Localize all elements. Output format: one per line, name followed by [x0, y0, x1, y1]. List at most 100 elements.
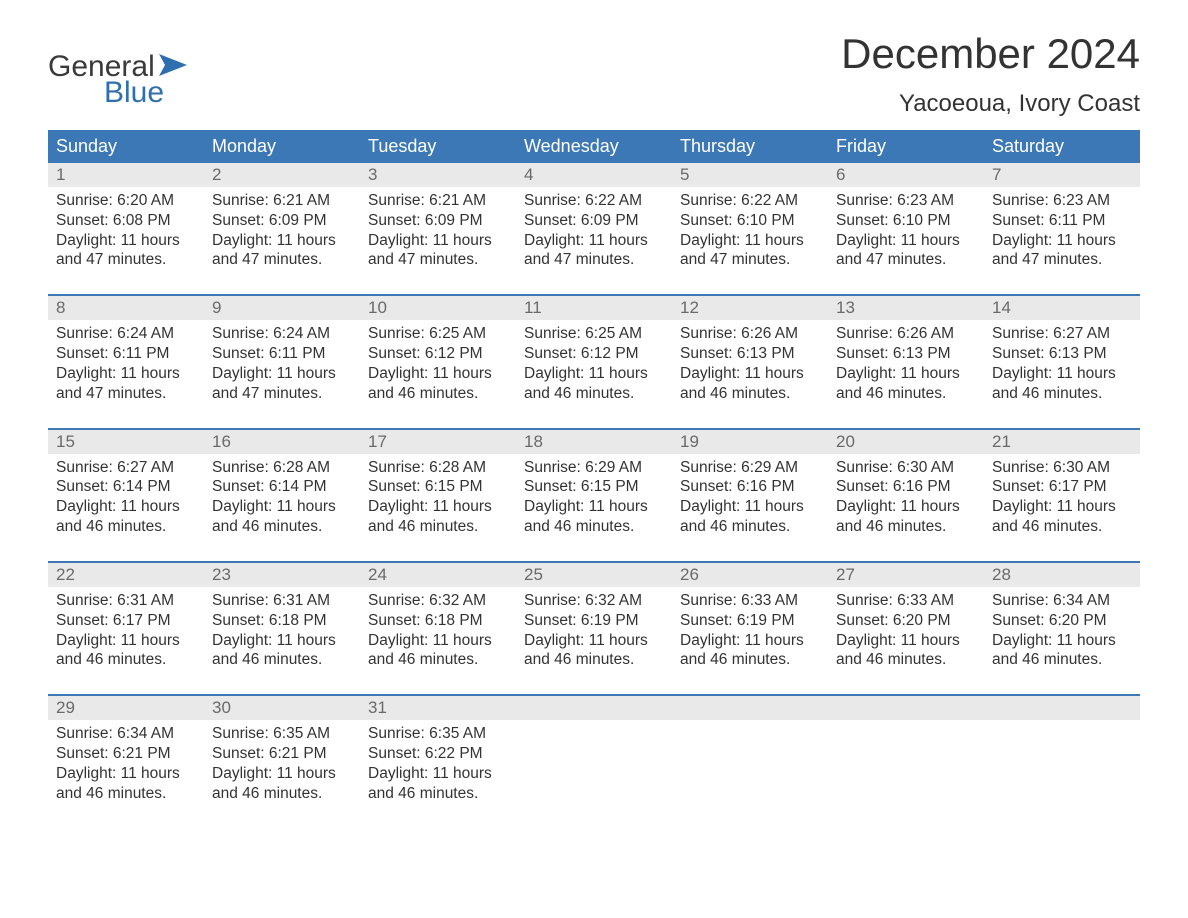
sunrise-line: Sunrise: 6:34 AM: [56, 724, 196, 744]
sunset-line: Sunset: 6:09 PM: [368, 211, 508, 231]
sunrise-line: Sunrise: 6:29 AM: [680, 458, 820, 478]
daynum-row: 1234567: [48, 163, 1140, 187]
day-cell: Sunrise: 6:29 AMSunset: 6:15 PMDaylight:…: [516, 454, 672, 561]
day-number: 27: [828, 563, 984, 587]
day-number: 25: [516, 563, 672, 587]
day-cell: Sunrise: 6:26 AMSunset: 6:13 PMDaylight:…: [828, 320, 984, 427]
day-number: 7: [984, 163, 1140, 187]
day-number: 4: [516, 163, 672, 187]
sunset-line: Sunset: 6:17 PM: [56, 611, 196, 631]
day-number: 5: [672, 163, 828, 187]
sunrise-line: Sunrise: 6:33 AM: [836, 591, 976, 611]
day-cell: Sunrise: 6:26 AMSunset: 6:13 PMDaylight:…: [672, 320, 828, 427]
daynum-row: 15161718192021: [48, 430, 1140, 454]
sunrise-line: Sunrise: 6:33 AM: [680, 591, 820, 611]
day-number: 2: [204, 163, 360, 187]
sunrise-line: Sunrise: 6:26 AM: [836, 324, 976, 344]
day-number: [672, 696, 828, 720]
sunrise-line: Sunrise: 6:25 AM: [368, 324, 508, 344]
daylight-line: Daylight: 11 hours and 46 minutes.: [992, 497, 1132, 537]
sunrise-line: Sunrise: 6:24 AM: [56, 324, 196, 344]
daylight-line: Daylight: 11 hours and 46 minutes.: [56, 764, 196, 804]
day-number: 13: [828, 296, 984, 320]
daylight-line: Daylight: 11 hours and 46 minutes.: [212, 497, 352, 537]
day-number: 10: [360, 296, 516, 320]
day-header-fri: Friday: [828, 130, 984, 163]
week-row: 891011121314Sunrise: 6:24 AMSunset: 6:11…: [48, 294, 1140, 427]
daylight-line: Daylight: 11 hours and 46 minutes.: [836, 631, 976, 671]
day-number: 19: [672, 430, 828, 454]
sunrise-line: Sunrise: 6:26 AM: [680, 324, 820, 344]
sunset-line: Sunset: 6:19 PM: [524, 611, 664, 631]
sunrise-line: Sunrise: 6:21 AM: [368, 191, 508, 211]
day-number: 28: [984, 563, 1140, 587]
day-number: 17: [360, 430, 516, 454]
day-header-sun: Sunday: [48, 130, 204, 163]
week-row: 1234567Sunrise: 6:20 AMSunset: 6:08 PMDa…: [48, 163, 1140, 294]
sunrise-line: Sunrise: 6:30 AM: [836, 458, 976, 478]
daynum-row: 22232425262728: [48, 563, 1140, 587]
daylight-line: Daylight: 11 hours and 47 minutes.: [56, 364, 196, 404]
sunset-line: Sunset: 6:20 PM: [992, 611, 1132, 631]
daylight-line: Daylight: 11 hours and 46 minutes.: [836, 364, 976, 404]
sunset-line: Sunset: 6:21 PM: [56, 744, 196, 764]
day-cell: Sunrise: 6:23 AMSunset: 6:10 PMDaylight:…: [828, 187, 984, 294]
daylight-line: Daylight: 11 hours and 47 minutes.: [680, 231, 820, 271]
day-number: 1: [48, 163, 204, 187]
day-cell: [516, 720, 672, 827]
daylight-line: Daylight: 11 hours and 46 minutes.: [212, 764, 352, 804]
day-number: 11: [516, 296, 672, 320]
day-cell: Sunrise: 6:22 AMSunset: 6:10 PMDaylight:…: [672, 187, 828, 294]
day-number: 22: [48, 563, 204, 587]
day-cell: Sunrise: 6:23 AMSunset: 6:11 PMDaylight:…: [984, 187, 1140, 294]
daynum-row: 891011121314: [48, 296, 1140, 320]
day-number: 14: [984, 296, 1140, 320]
day-number: [984, 696, 1140, 720]
sunrise-line: Sunrise: 6:27 AM: [56, 458, 196, 478]
sunset-line: Sunset: 6:14 PM: [212, 477, 352, 497]
day-cell: Sunrise: 6:34 AMSunset: 6:21 PMDaylight:…: [48, 720, 204, 827]
daylight-line: Daylight: 11 hours and 46 minutes.: [992, 631, 1132, 671]
sunrise-line: Sunrise: 6:21 AM: [212, 191, 352, 211]
daylight-line: Daylight: 11 hours and 46 minutes.: [992, 364, 1132, 404]
sunrise-line: Sunrise: 6:29 AM: [524, 458, 664, 478]
day-cell: Sunrise: 6:27 AMSunset: 6:13 PMDaylight:…: [984, 320, 1140, 427]
sunset-line: Sunset: 6:08 PM: [56, 211, 196, 231]
day-cell: Sunrise: 6:31 AMSunset: 6:17 PMDaylight:…: [48, 587, 204, 694]
sunrise-line: Sunrise: 6:23 AM: [836, 191, 976, 211]
day-cell: Sunrise: 6:21 AMSunset: 6:09 PMDaylight:…: [204, 187, 360, 294]
sunset-line: Sunset: 6:15 PM: [524, 477, 664, 497]
sunrise-line: Sunrise: 6:22 AM: [680, 191, 820, 211]
sunset-line: Sunset: 6:10 PM: [680, 211, 820, 231]
daylight-line: Daylight: 11 hours and 46 minutes.: [524, 364, 664, 404]
day-header-mon: Monday: [204, 130, 360, 163]
week-row: 22232425262728Sunrise: 6:31 AMSunset: 6:…: [48, 561, 1140, 694]
sunset-line: Sunset: 6:09 PM: [524, 211, 664, 231]
calendar: Sunday Monday Tuesday Wednesday Thursday…: [48, 130, 1140, 828]
sunrise-line: Sunrise: 6:23 AM: [992, 191, 1132, 211]
day-number: 8: [48, 296, 204, 320]
day-cell: Sunrise: 6:25 AMSunset: 6:12 PMDaylight:…: [360, 320, 516, 427]
day-number: [828, 696, 984, 720]
sunrise-line: Sunrise: 6:32 AM: [524, 591, 664, 611]
day-cell: [984, 720, 1140, 827]
day-cell: [828, 720, 984, 827]
daylight-line: Daylight: 11 hours and 46 minutes.: [680, 364, 820, 404]
day-cell: Sunrise: 6:30 AMSunset: 6:17 PMDaylight:…: [984, 454, 1140, 561]
day-number: 30: [204, 696, 360, 720]
sunset-line: Sunset: 6:15 PM: [368, 477, 508, 497]
sunset-line: Sunset: 6:10 PM: [836, 211, 976, 231]
day-number: 12: [672, 296, 828, 320]
day-cell: Sunrise: 6:35 AMSunset: 6:22 PMDaylight:…: [360, 720, 516, 827]
daynum-row: 293031: [48, 696, 1140, 720]
location-label: Yacoeoua, Ivory Coast: [841, 90, 1140, 118]
sunset-line: Sunset: 6:18 PM: [368, 611, 508, 631]
day-header-sat: Saturday: [984, 130, 1140, 163]
sunrise-line: Sunrise: 6:25 AM: [524, 324, 664, 344]
day-cell: [672, 720, 828, 827]
sunrise-line: Sunrise: 6:22 AM: [524, 191, 664, 211]
day-number: 26: [672, 563, 828, 587]
day-cell: Sunrise: 6:28 AMSunset: 6:14 PMDaylight:…: [204, 454, 360, 561]
daylight-line: Daylight: 11 hours and 46 minutes.: [524, 497, 664, 537]
day-header-thu: Thursday: [672, 130, 828, 163]
